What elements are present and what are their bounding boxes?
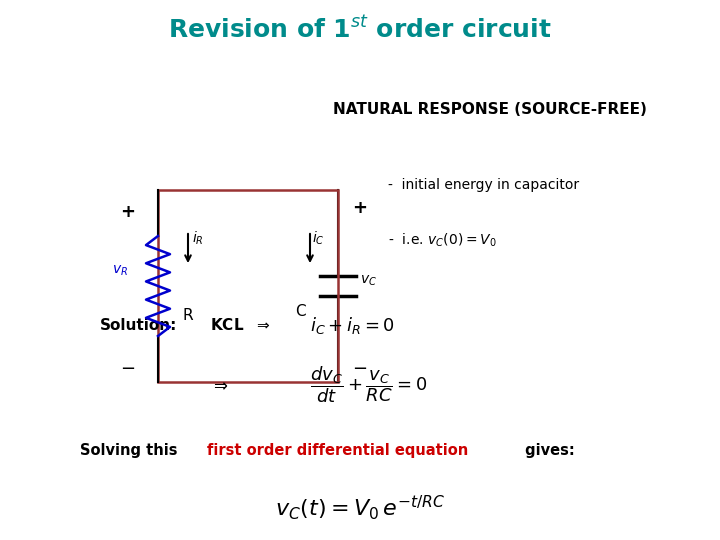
Text: Solution:: Solution: — [100, 318, 177, 333]
Text: gives:: gives: — [520, 442, 575, 457]
Text: Solving this: Solving this — [80, 442, 183, 457]
Text: $\dfrac{dv_C}{dt} + \dfrac{v_C}{RC} = 0$: $\dfrac{dv_C}{dt} + \dfrac{v_C}{RC} = 0$ — [310, 364, 427, 406]
Text: $i_R$: $i_R$ — [192, 230, 204, 247]
Text: $i_C + i_R = 0$: $i_C + i_R = 0$ — [310, 314, 395, 335]
Bar — [158, 190, 338, 382]
Text: $-$: $-$ — [352, 358, 368, 376]
Text: +: + — [120, 203, 135, 221]
Text: Revision of 1$^{st}$ order circuit: Revision of 1$^{st}$ order circuit — [168, 17, 552, 43]
Text: $v_C(t) = V_0\,e^{-t/RC}$: $v_C(t) = V_0\,e^{-t/RC}$ — [275, 494, 445, 522]
Text: -  i.e. $v_C(0) = V_0$: - i.e. $v_C(0) = V_0$ — [388, 231, 497, 249]
Text: $\Rightarrow$: $\Rightarrow$ — [210, 376, 228, 394]
Text: $-$: $-$ — [120, 358, 135, 376]
Text: $i_C$: $i_C$ — [312, 230, 325, 247]
Text: +: + — [353, 199, 367, 217]
Text: R: R — [183, 308, 193, 323]
Text: KCL  $\Rightarrow$: KCL $\Rightarrow$ — [210, 317, 270, 333]
Text: first order differential equation: first order differential equation — [207, 442, 468, 457]
Text: C: C — [294, 303, 305, 319]
Text: $v_R$: $v_R$ — [112, 264, 128, 278]
Text: -  initial energy in capacitor: - initial energy in capacitor — [388, 178, 579, 192]
Text: $v_C$: $v_C$ — [360, 274, 377, 288]
Text: NATURAL RESPONSE (SOURCE-FREE): NATURAL RESPONSE (SOURCE-FREE) — [333, 103, 647, 118]
